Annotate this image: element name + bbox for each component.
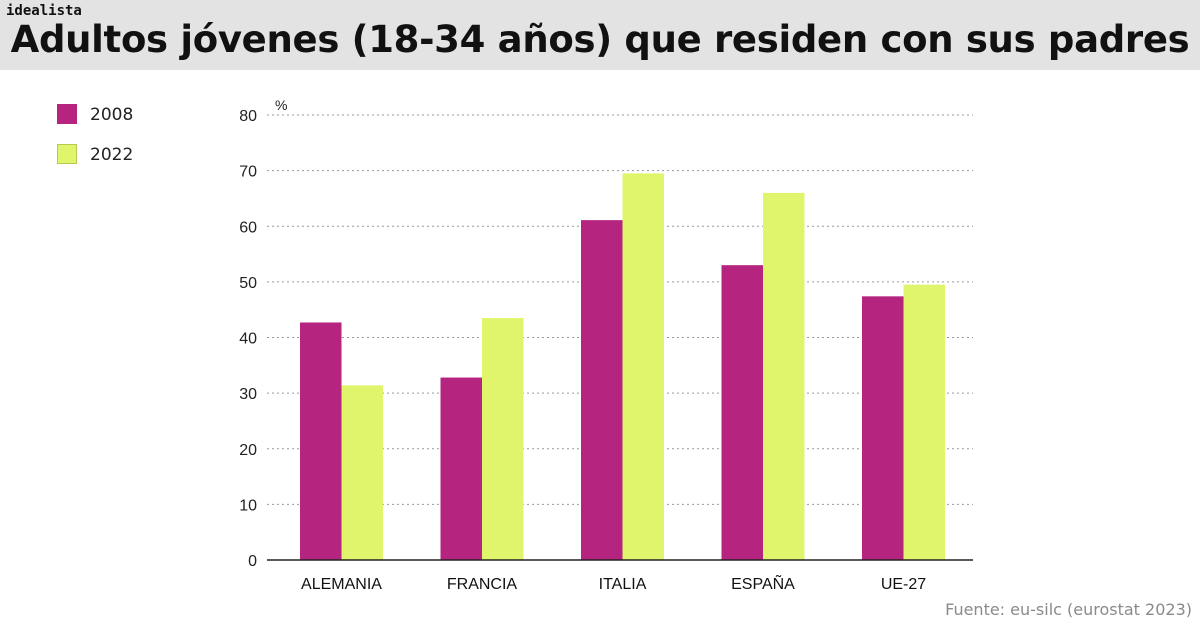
- legend-swatch-2022: [57, 144, 77, 164]
- y-tick-label: 80: [239, 108, 257, 125]
- header-bar: idealista Adultos jóvenes (18-34 años) q…: [0, 0, 1200, 70]
- y-tick-label: 0: [248, 553, 257, 570]
- y-tick-label: 30: [239, 386, 257, 403]
- bar-2008-francia: [440, 377, 482, 560]
- source-note: Fuente: eu-silc (eurostat 2023): [945, 600, 1192, 619]
- y-tick-label: 50: [239, 275, 257, 292]
- x-tick-label: UE-27: [881, 576, 926, 593]
- x-tick-label: ESPAÑA: [731, 573, 795, 593]
- bar-2022-francia: [482, 318, 524, 560]
- brand-logo: idealista: [6, 3, 82, 19]
- bar-2008-italia: [581, 220, 623, 560]
- y-tick-label: 70: [239, 164, 257, 181]
- y-tick-label: 40: [239, 331, 257, 348]
- bar-2008-alemania: [300, 322, 342, 560]
- bar-2022-ue-27: [903, 284, 945, 560]
- x-tick-label: ITALIA: [599, 576, 647, 593]
- chart-title: Adultos jóvenes (18-34 años) que residen…: [10, 18, 1190, 61]
- bar-2008-españa: [721, 265, 763, 560]
- bar-2022-alemania: [341, 385, 383, 560]
- y-tick-label: 20: [239, 442, 257, 459]
- legend-swatch-2008: [57, 104, 77, 124]
- x-tick-label: ALEMANIA: [301, 576, 382, 593]
- legend-label-2008: 2008: [90, 105, 134, 125]
- y-tick-label: 60: [239, 219, 257, 236]
- y-tick-label: 10: [239, 497, 257, 514]
- bar-2022-españa: [763, 192, 805, 560]
- bar-2022-italia: [622, 173, 664, 560]
- y-axis-unit: %: [275, 97, 287, 113]
- legend-label-2022: 2022: [90, 145, 134, 165]
- x-tick-label: FRANCIA: [447, 576, 518, 593]
- bar-2008-ue-27: [862, 296, 904, 560]
